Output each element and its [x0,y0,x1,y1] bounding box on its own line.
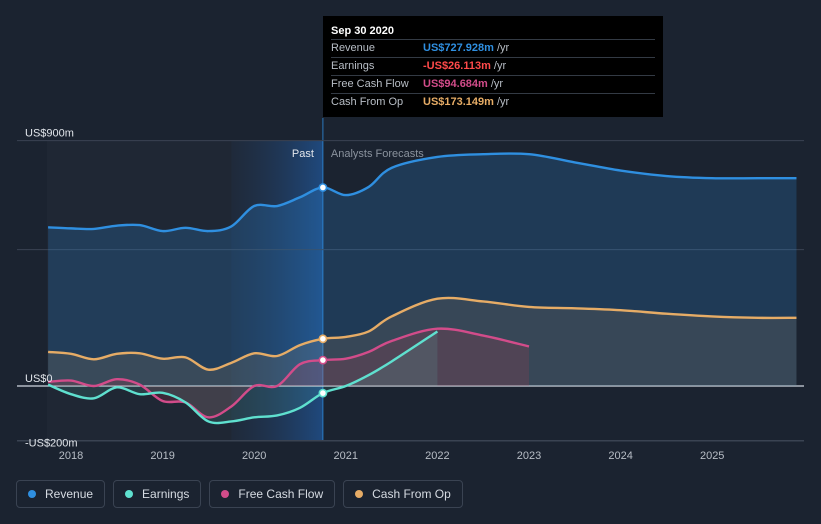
tooltip-label: Cash From Op [331,96,404,108]
tooltip-label: Earnings [331,60,375,72]
free-cash-flow-line [48,327,530,419]
y-axis-label: -US$200m [25,438,78,450]
legend-label: Earnings [142,487,190,501]
earnings-line [47,330,439,425]
x-tick-label: 2018 [59,450,83,462]
tooltip-value: US$94.684m [423,78,488,90]
earnings-marker [318,388,328,398]
legend-label: Revenue [45,487,94,501]
tooltip-row-free-cash-flow: Free Cash Flow US$94.684m /yr [331,76,655,94]
tooltip-row-revenue: Revenue US$727.928m /yr [331,40,655,58]
tooltip: Sep 30 2020 Revenue US$727.928m /yr Earn… [323,16,663,117]
legend-dot-icon [28,490,36,498]
tooltip-unit: /yr [493,60,507,72]
legend-label: Free Cash Flow [238,487,324,501]
x-tick-label: 2025 [700,450,724,462]
tooltip-value: US$727.928m [423,42,494,54]
y-axis-label: US$900m [25,128,74,140]
tooltip-unit: /yr [490,78,504,90]
x-tick-label: 2020 [242,450,266,462]
legend: Revenue Earnings Free Cash Flow Cash Fro… [16,480,463,508]
forecast-label: Analysts Forecasts [331,148,424,160]
legend-item-free-cash-flow[interactable]: Free Cash Flow [209,480,336,508]
tooltip-value: US$173.149m [423,96,494,108]
legend-item-revenue[interactable]: Revenue [16,480,106,508]
past-label: Past [292,148,314,160]
tooltip-row-earnings: Earnings -US$26.113m /yr [331,58,655,76]
x-tick-label: 2021 [334,450,358,462]
x-tick-label: 2019 [150,450,174,462]
tooltip-unit: /yr [496,42,510,54]
legend-dot-icon [125,490,134,498]
earnings-area [48,331,438,424]
x-tick-label: 2022 [425,450,449,462]
x-tick-label: 2023 [517,450,541,462]
y-axis-label: US$0 [25,373,53,385]
legend-label: Cash From Op [372,487,451,501]
legend-dot-icon [355,490,364,498]
x-tick-label: 2024 [608,450,632,462]
legend-item-cash-from-op[interactable]: Cash From Op [343,480,463,508]
tooltip-value: -US$26.113m [423,60,491,72]
legend-item-earnings[interactable]: Earnings [113,480,202,508]
tooltip-label: Free Cash Flow [331,78,409,90]
free-cash-flow-marker [318,355,328,365]
tooltip-unit: /yr [496,96,510,108]
tooltip-date: Sep 30 2020 [331,23,655,40]
tooltip-label: Revenue [331,42,376,54]
cash-from-op-marker [318,334,328,344]
revenue-marker [318,183,328,192]
tooltip-row-cash-from-op: Cash From Op US$173.149m /yr [331,94,655,111]
legend-dot-icon [221,490,230,498]
revenue-area [48,153,797,386]
